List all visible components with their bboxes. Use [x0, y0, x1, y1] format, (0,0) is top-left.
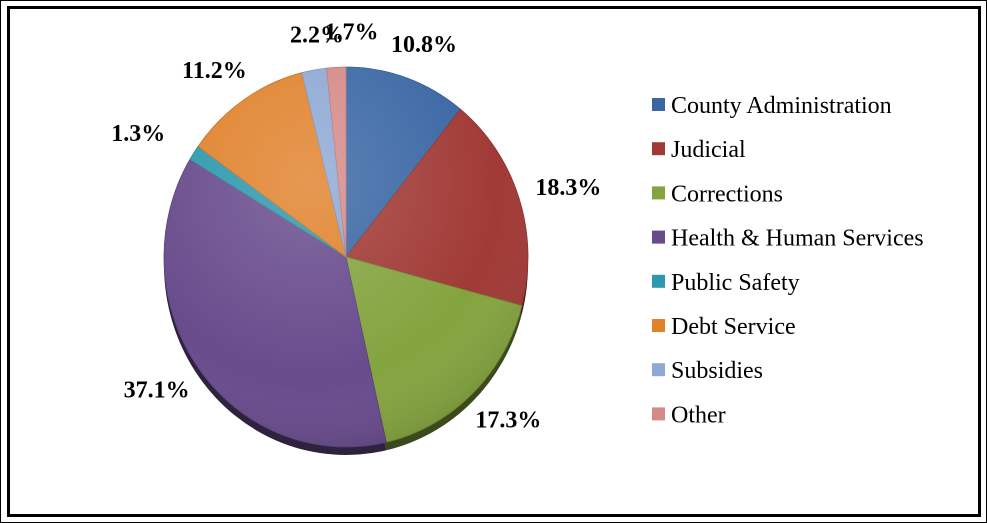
legend-label-county-administration: County Administration — [671, 93, 892, 119]
legend-swatch-other — [652, 407, 665, 420]
legend-label-health-and-human-services: Health & Human Services — [671, 226, 924, 252]
legend-swatch-debt-service — [652, 319, 665, 332]
legend-label-corrections: Corrections — [671, 181, 783, 207]
legend-label-subsidies: Subsidies — [671, 358, 763, 384]
slice-label-corrections: 17.3% — [475, 408, 541, 434]
legend-swatch-public-safety — [652, 275, 665, 288]
slice-label-other: 1.7% — [325, 19, 379, 45]
slice-label-debt-service: 11.2% — [182, 58, 247, 84]
legend: County Administration Judicial Corrections… — [652, 93, 924, 428]
slice-label-public-safety: 1.3% — [111, 121, 165, 147]
pie-gloss-overlay — [164, 67, 528, 447]
legend-label-debt-service: Debt Service — [671, 314, 796, 340]
legend-swatch-subsidies — [652, 363, 665, 376]
legend-swatch-judicial — [652, 142, 665, 155]
legend-swatch-health-and-human-services — [652, 231, 665, 244]
legend-swatch-corrections — [652, 186, 665, 199]
slice-label-judicial: 18.3% — [535, 175, 601, 201]
legend-label-other: Other — [671, 402, 726, 428]
slice-label-county-administration: 10.8% — [391, 32, 457, 58]
legend-swatch-county-administration — [652, 98, 665, 111]
legend-label-judicial: Judicial — [671, 137, 746, 163]
legend-label-public-safety: Public Safety — [671, 270, 800, 296]
slice-label-health-and-human-services: 37.1% — [124, 378, 190, 404]
